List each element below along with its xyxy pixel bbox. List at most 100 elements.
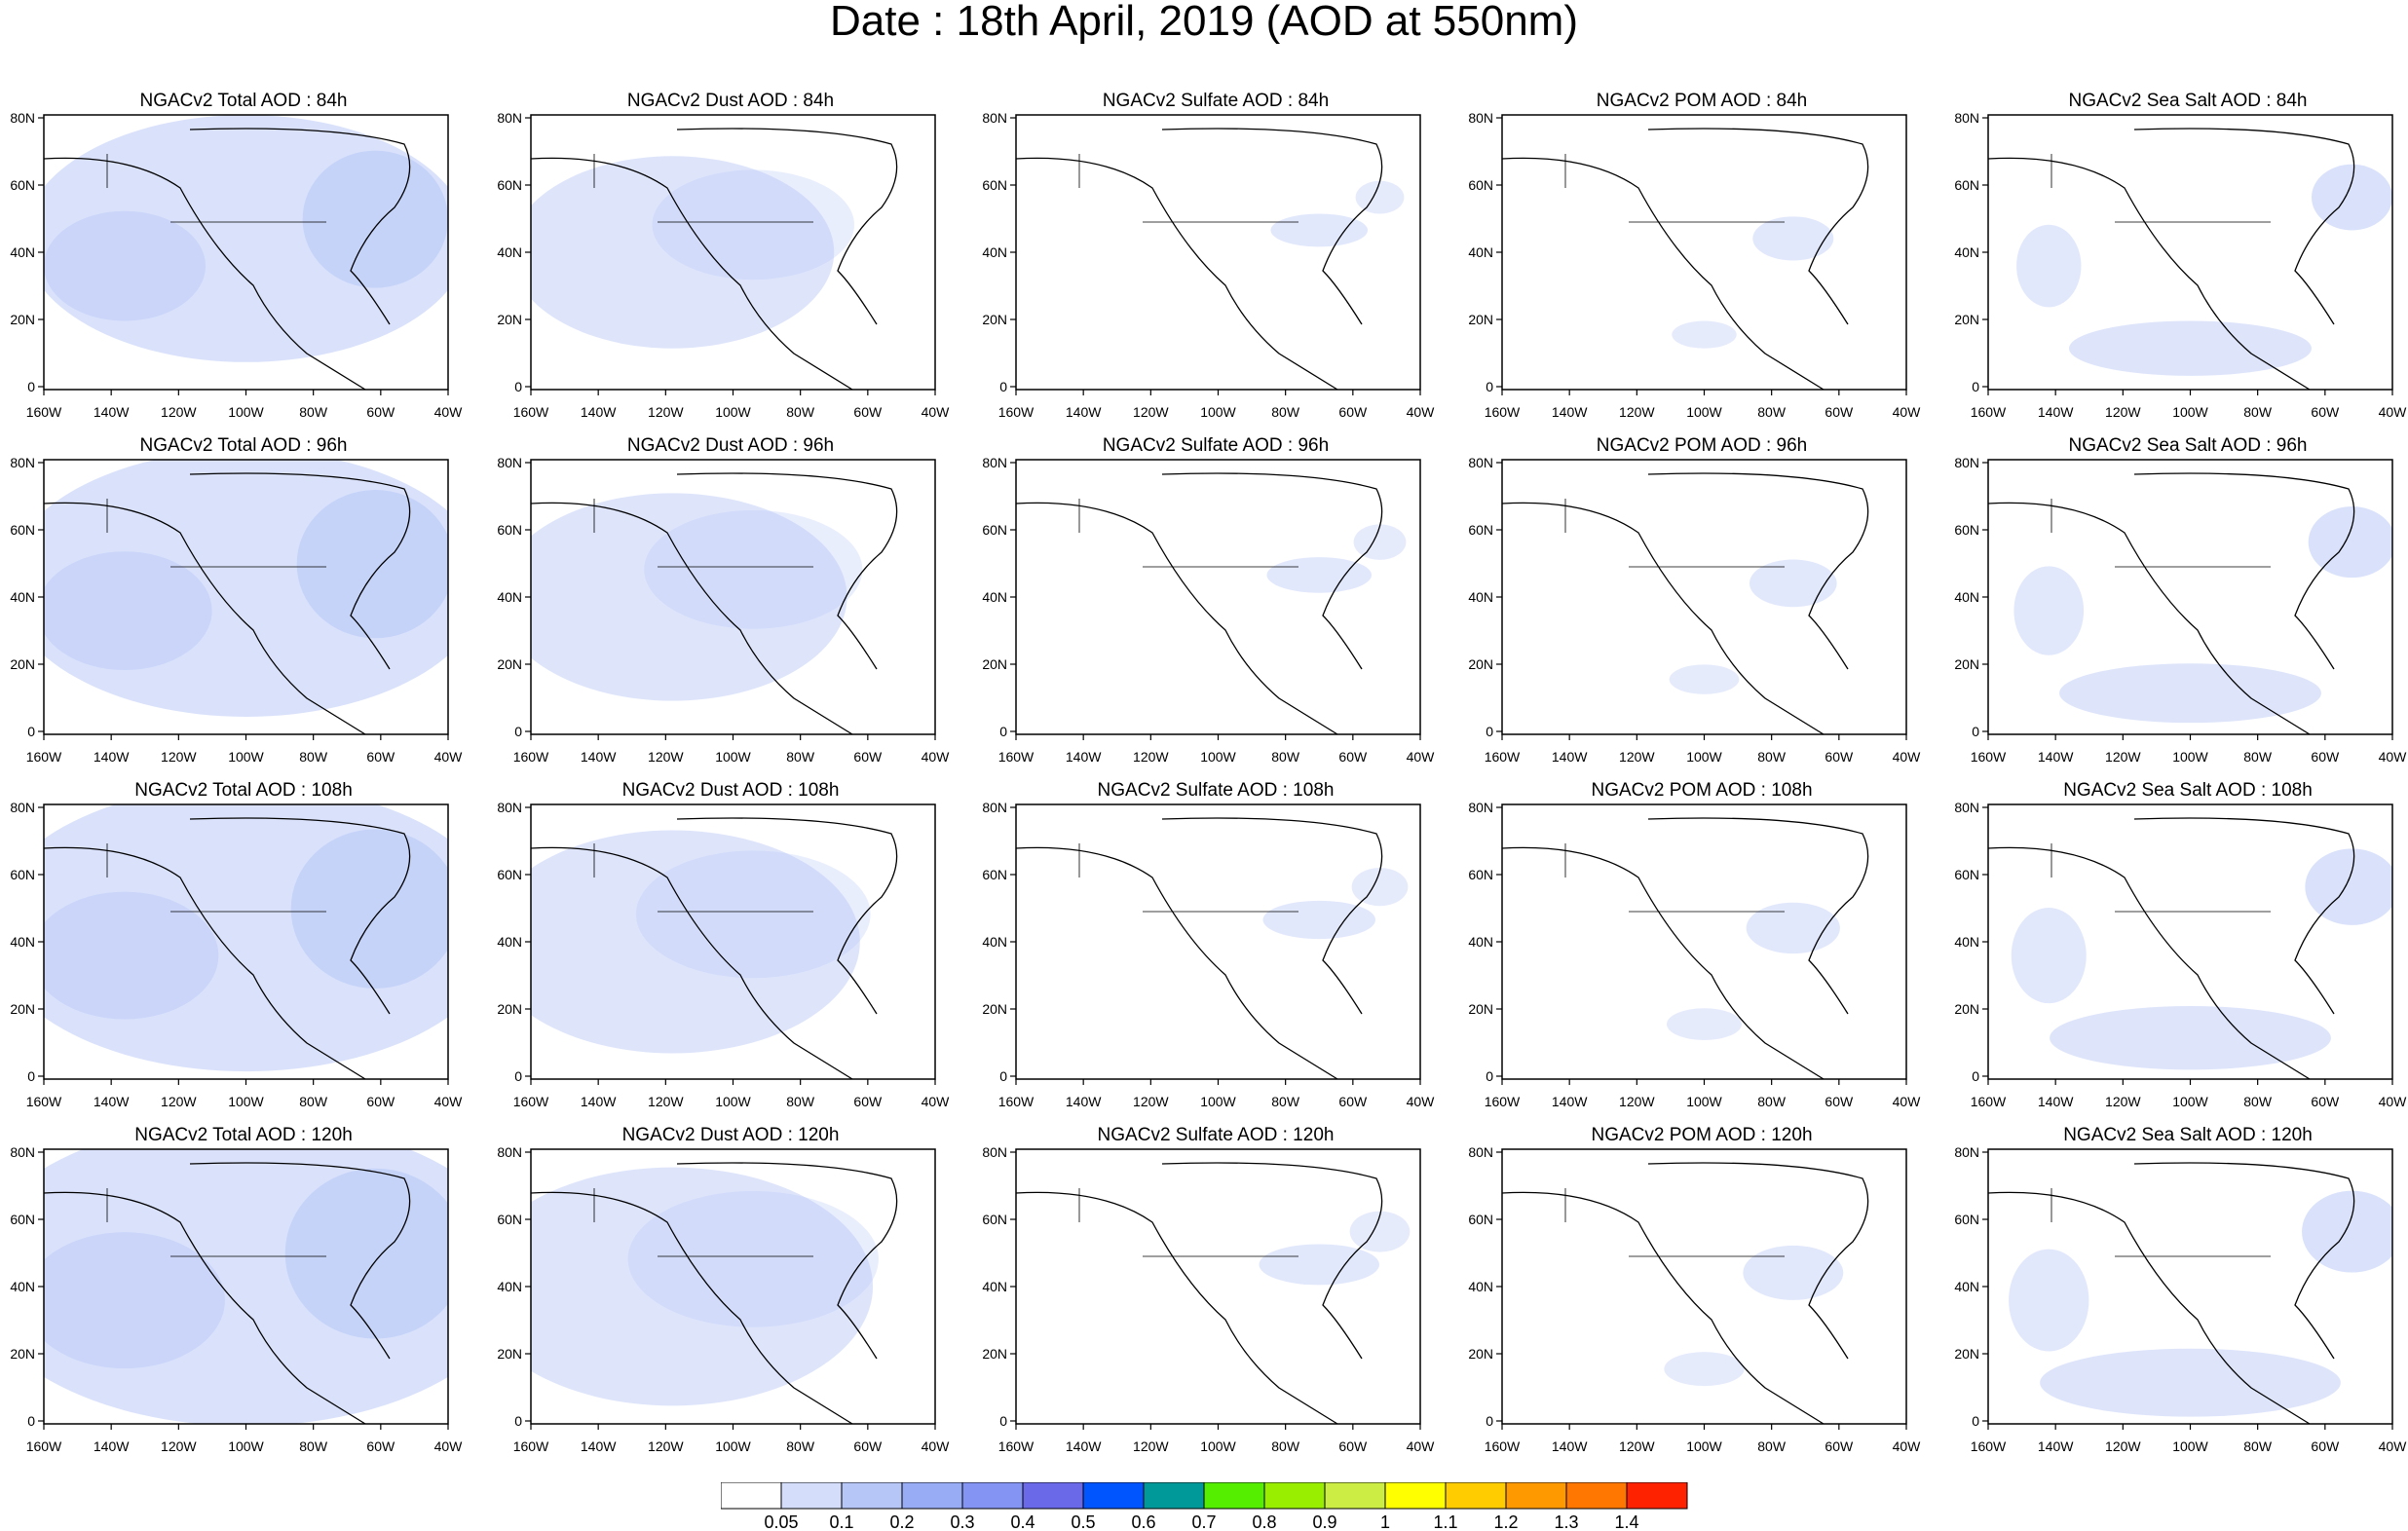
lon-tick-label: 80W (786, 404, 815, 420)
panel-title: NGACv2 Sea Salt AOD : 84h (2068, 91, 2308, 111)
colorbar-label: 0.5 (1071, 1512, 1095, 1529)
country-border (593, 1188, 813, 1257)
lon-tick-label: 140W (1066, 1094, 1102, 1109)
aod-shading (531, 1167, 879, 1406)
lon-tick-label: 80W (2243, 1438, 2273, 1454)
lon-tick-label: 120W (2105, 749, 2141, 765)
lon-tick-label: 160W (1485, 1438, 1521, 1454)
lon-tick-label: 40W (434, 1438, 464, 1454)
lon-tick-label: 120W (1619, 749, 1655, 765)
country-border (593, 499, 813, 568)
map-plot: 80N 60N 40N 20N 0 160W 140W 120W 100W 80W 60W 40W (1954, 455, 2408, 765)
lat-tick-label: 40N (497, 1279, 522, 1294)
lat-tick-label: 40N (1954, 589, 1979, 605)
lat-tick-label: 80N (10, 1144, 35, 1160)
lon-tick-label: 40W (1407, 404, 1436, 420)
lon-tick-label: 40W (2379, 1438, 2408, 1454)
map-panel-sea-salt-1: NGACv2 Sea Salt AOD : 84h 80N 60N 40N 20N 0 16… (1944, 0, 2408, 420)
lon-tick-label: 100W (1686, 1094, 1722, 1109)
lat-tick-label: 80N (497, 800, 522, 815)
lat-tick-label: 40N (1954, 244, 1979, 260)
lat-tick-label: 80N (1954, 800, 1979, 815)
lat-tick-label: 80N (982, 1144, 1007, 1160)
lat-tick-label: 40N (1468, 589, 1493, 605)
lon-tick-label: 40W (2379, 749, 2408, 765)
lon-tick-label: 140W (581, 1094, 617, 1109)
lon-tick-label: 40W (434, 749, 464, 765)
lat-tick-label: 20N (982, 312, 1007, 327)
map-panel-dust-1: NGACv2 Dust AOD : 84h 80N 60N 40N 20N 0 160W 14… (487, 0, 969, 420)
map-panel-sulfate-3: NGACv2 Sulfate AOD : 108h 80N 60N 40N 20N 0 16… (972, 690, 1454, 1109)
lat-tick-label: 0 (27, 1413, 35, 1429)
lon-tick-label: 40W (1893, 749, 1922, 765)
coastline (530, 128, 898, 391)
panel-title: NGACv2 Total AOD : 120h (134, 1125, 353, 1145)
lat-tick-label: 20N (1468, 1001, 1493, 1017)
colorbar-label: 0.7 (1191, 1512, 1216, 1529)
map-panel-total-3: NGACv2 Total AOD : 108h 80N 60N 40N 20N 0 160W… (0, 690, 482, 1109)
lat-tick-label: 0 (999, 1068, 1007, 1084)
lon-tick-label: 100W (228, 404, 264, 420)
lat-tick-label: 80N (1468, 455, 1493, 470)
map-plot: 80N 60N 40N 20N 0 160W 140W 120W 100W 80W 60W 40W (1468, 455, 1922, 765)
panel-title: NGACv2 POM AOD : 96h (1596, 435, 1808, 456)
coastline (43, 128, 411, 391)
panel-title: NGACv2 Dust AOD : 120h (621, 1125, 840, 1145)
lat-tick-label: 60N (10, 867, 35, 882)
aod-shading (1666, 902, 1840, 1040)
panel-title: NGACv2 POM AOD : 84h (1596, 91, 1808, 111)
country-border (1078, 1188, 1298, 1257)
country-border (1078, 499, 1298, 568)
lon-tick-label: 60W (853, 1438, 883, 1454)
lon-tick-label: 100W (1686, 1438, 1722, 1454)
lon-tick-label: 160W (1971, 1438, 2007, 1454)
country-border (1564, 1188, 1785, 1257)
lat-tick-label: 60N (1468, 867, 1493, 882)
lat-tick-label: 60N (497, 177, 522, 193)
lon-tick-label: 60W (1825, 1094, 1854, 1109)
aod-shading (2016, 164, 2392, 376)
aod-shading (531, 156, 854, 349)
map-panel-dust-2: NGACv2 Dust AOD : 96h 80N 60N 40N 20N 0 160W 14… (487, 345, 969, 765)
lat-tick-label: 60N (10, 177, 35, 193)
map-plot: 80N 60N 40N 20N 0 160W 140W 120W 100W 80W 60W 40W (10, 800, 464, 1109)
colorbar-label: 0.3 (950, 1512, 974, 1529)
coastline (1501, 472, 1869, 735)
lat-tick-label: 40N (10, 244, 35, 260)
lon-tick-label: 40W (922, 1438, 951, 1454)
lat-tick-label: 40N (1468, 244, 1493, 260)
lat-tick-label: 20N (10, 312, 35, 327)
colorbar-swatch (1565, 1482, 1628, 1510)
lon-tick-label: 40W (434, 1094, 464, 1109)
map-plot: 80N 60N 40N 20N 0 160W 140W 120W 100W 80W 60W 40W (10, 1144, 464, 1454)
lat-tick-label: 0 (999, 724, 1007, 739)
lon-tick-label: 120W (1133, 1094, 1169, 1109)
colorbar-swatch (1263, 1482, 1326, 1510)
lon-tick-label: 60W (1825, 749, 1854, 765)
lon-tick-label: 160W (26, 404, 62, 420)
coastline (530, 472, 898, 735)
colorbar-label: 0.8 (1252, 1512, 1276, 1529)
lat-tick-label: 80N (10, 455, 35, 470)
lat-tick-label: 20N (1954, 312, 1979, 327)
lon-tick-label: 120W (1133, 1438, 1169, 1454)
lon-tick-label: 100W (2172, 1438, 2208, 1454)
lon-tick-label: 140W (2038, 1438, 2074, 1454)
lat-tick-label: 20N (1954, 1346, 1979, 1362)
panel-title: NGACv2 Sea Salt AOD : 108h (2063, 780, 2313, 801)
colorbar-swatch (780, 1482, 843, 1510)
coastline (1987, 128, 2355, 391)
lat-tick-label: 0 (1972, 379, 1979, 394)
lat-tick-label: 60N (1954, 867, 1979, 882)
country-border (106, 1188, 326, 1257)
lat-tick-label: 40N (982, 1279, 1007, 1294)
panel-title: NGACv2 Total AOD : 108h (134, 780, 353, 801)
lon-tick-label: 60W (366, 1438, 395, 1454)
lon-tick-label: 80W (786, 1094, 815, 1109)
colorbar-label: 0.4 (1010, 1512, 1035, 1529)
colorbar-label: 0.9 (1312, 1512, 1336, 1529)
lon-tick-label: 140W (2038, 749, 2074, 765)
map-panel-pom-3: NGACv2 POM AOD : 108h 80N 60N 40N 20N 0 160W 14… (1458, 690, 1940, 1109)
map-panel-pom-2: NGACv2 POM AOD : 96h 80N 60N 40N 20N 0 160W 140… (1458, 345, 1940, 765)
